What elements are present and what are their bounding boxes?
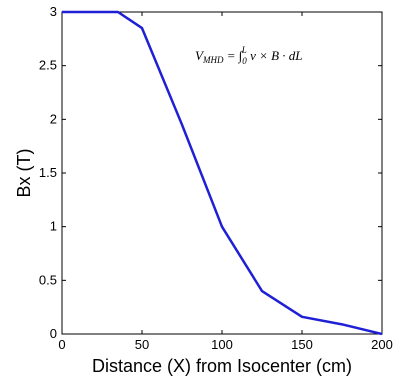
equation-rhs: = ∫ bbox=[223, 48, 243, 64]
y-tick-label: 0 bbox=[50, 326, 57, 341]
equation-upper: L bbox=[241, 45, 247, 55]
y-tick-label: 2.5 bbox=[39, 58, 57, 73]
equation-lower: 0 bbox=[242, 56, 247, 66]
y-tick-label: 1.5 bbox=[39, 165, 57, 180]
equation-lhs-sub: MHD bbox=[202, 55, 224, 65]
equation-body: v × B · dL bbox=[247, 48, 303, 63]
series-layer bbox=[61, 10, 383, 336]
y-tick-label: 1 bbox=[50, 219, 57, 234]
y-tick-label: 0.5 bbox=[39, 272, 57, 287]
tick-labels: 0 50 100 150 200 0 0.5 1 1.5 2 2.5 3 bbox=[39, 4, 393, 352]
x-tick-label: 50 bbox=[135, 337, 149, 352]
x-tick-label: 100 bbox=[211, 337, 233, 352]
x-tick-label: 200 bbox=[371, 337, 393, 352]
equation-lhs: V bbox=[195, 48, 205, 63]
x-tick-label: 150 bbox=[291, 337, 313, 352]
svg-text:VMHD = ∫0L v × B · dL: VMHD = ∫0L v × B · dL bbox=[195, 45, 303, 66]
y-tick-label: 2 bbox=[50, 111, 57, 126]
x-tick-label: 0 bbox=[58, 337, 65, 352]
y-tick-label: 3 bbox=[50, 4, 57, 19]
x-axis-label: Distance (X) from Isocenter (cm) bbox=[92, 356, 352, 376]
plot-area bbox=[61, 11, 383, 335]
equation-annotation: VMHD = ∫0L v × B · dL bbox=[195, 45, 303, 66]
y-axis-label: Bx (T) bbox=[14, 149, 34, 198]
